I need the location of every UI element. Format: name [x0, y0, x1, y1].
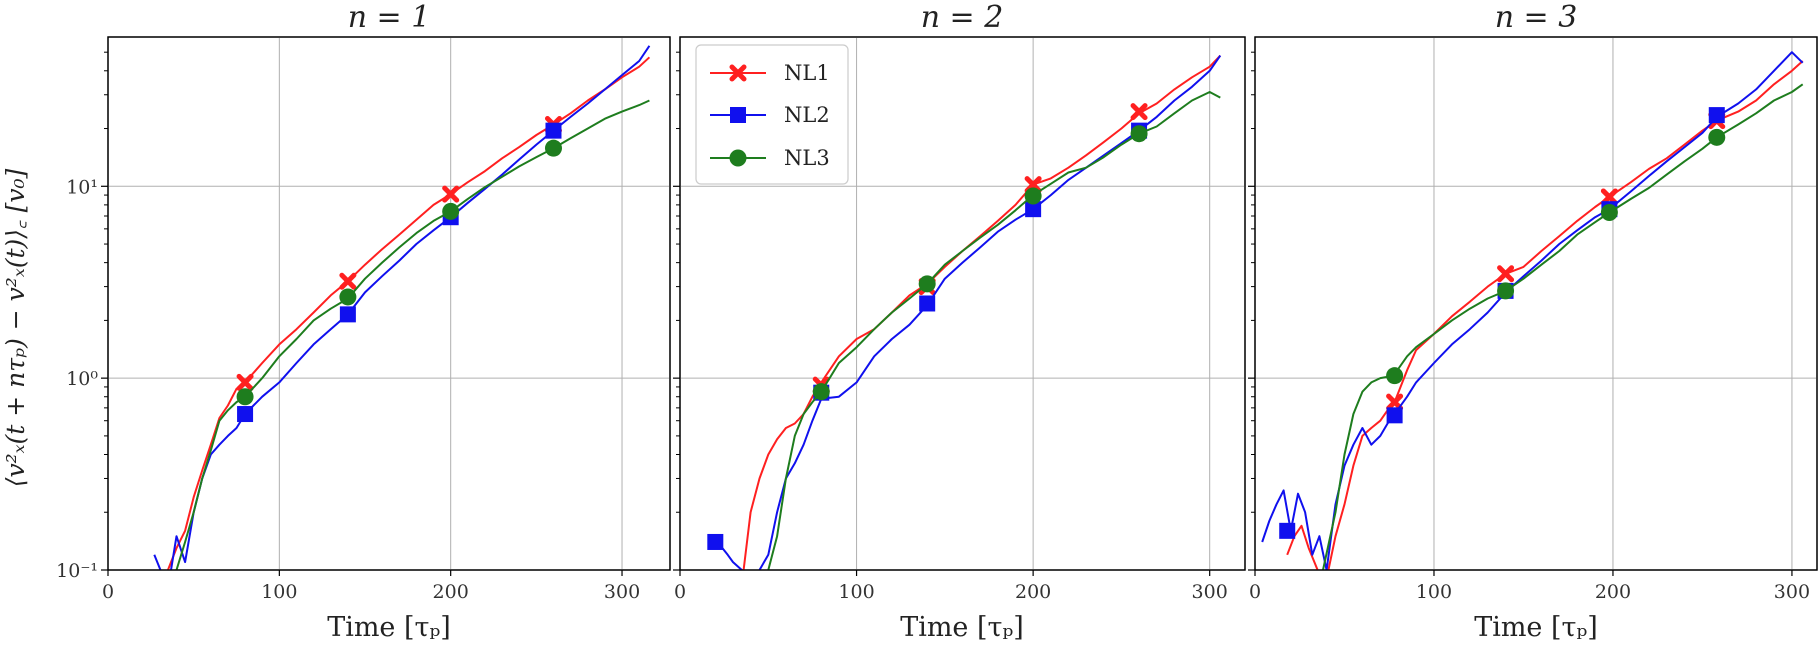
- panel-3-grid: [1255, 37, 1817, 570]
- panel-2-grid: [680, 37, 1245, 570]
- panel-3-series: [1261, 51, 1804, 570]
- panel-3-marker-nl3: [1708, 128, 1726, 146]
- legend-marker-nl3: [729, 149, 747, 167]
- panel-1-x-tick-label: 100: [261, 581, 297, 603]
- panel-2-marker-nl3: [812, 383, 830, 401]
- panel-1-marker-nl2: [237, 406, 254, 423]
- panel-3-plot-area: [1261, 51, 1804, 570]
- panel-2-ticks: 0 100 200 300: [673, 51, 1228, 603]
- panel-3-x-tick-label: 300: [1774, 581, 1810, 603]
- panel-n3: 0 100 200 300 n = 3 Time [τₚ]: [1248, 0, 1818, 643]
- panel-2-frame: [679, 36, 1246, 571]
- panel-2-x-tick-label: 200: [1015, 581, 1051, 603]
- panel-3-series-nl1-line: [1286, 60, 1804, 570]
- legend-label-nl3: NL3: [784, 146, 830, 170]
- panel-2-marker-nl3: [1024, 187, 1042, 205]
- panel-2-series-nl2-line: [714, 55, 1222, 570]
- panel-3-ticks: 0 100 200 300: [1248, 51, 1810, 603]
- legend-marker-nl1: [729, 64, 747, 82]
- panel-1-marker-nl1: [339, 272, 357, 290]
- legend: NL1 NL2 NL3: [695, 44, 849, 185]
- panel-3-marker-nl1: [1497, 265, 1515, 283]
- panel-1-marker-nl1: [236, 373, 254, 391]
- panel-1-marker-nl3: [544, 139, 562, 157]
- panel-1-marker-nl2: [545, 122, 562, 139]
- panel-3-marker-nl1: [1386, 393, 1404, 411]
- legend-label-nl2: NL2: [784, 103, 830, 127]
- panel-1-y-tick-label: 10⁻¹: [56, 560, 98, 582]
- panel-3-marker-nl3: [1386, 367, 1404, 385]
- panel-1-series-nl1-line: [166, 56, 651, 570]
- panel-2-series: [707, 54, 1222, 570]
- panel-2-x-tick-label: 100: [838, 581, 874, 603]
- panel-1-series: [153, 45, 651, 570]
- panel-1-x-tick-label: 0: [102, 581, 114, 603]
- panel-1-y-tick-label: 10¹: [66, 176, 98, 198]
- panel-2-marker-nl2: [707, 533, 724, 550]
- panel-1-y-tick-label: 10⁰: [66, 368, 98, 390]
- panel-1-marker-nl2: [339, 306, 356, 323]
- panel-3-series-nl2-line: [1261, 51, 1804, 570]
- panel-3-marker-nl2: [1279, 522, 1296, 539]
- panel-1-series-nl3-line: [175, 99, 650, 570]
- panel-3-frame: [1254, 36, 1818, 571]
- panel-1-marker-nl3: [442, 202, 460, 220]
- panel-1-x-tick-label: 300: [604, 581, 640, 603]
- panel-1-marker-nl1: [442, 185, 460, 203]
- panel-3-x-tick-label: 200: [1595, 581, 1631, 603]
- panel-3-marker-nl3: [1600, 204, 1618, 222]
- panel-1-marker-nl3: [236, 388, 254, 406]
- panel-3-x-tick-label: 0: [1249, 581, 1261, 603]
- panel-1-x-tick-label: 200: [433, 581, 469, 603]
- y-axis-label: ⟨v²ₓ(t + nτₚ) − v²ₓ(t)⟩꜀ [v₀]: [1, 168, 30, 487]
- panel-2-marker-nl3: [918, 275, 936, 293]
- panel-3-marker-nl1: [1600, 188, 1618, 206]
- panel-1-marker-nl3: [339, 288, 357, 306]
- panel-n1: 0 100 200 300 10⁻¹ 10⁰ 10¹ n = 1 Time [τₚ]: [56, 0, 671, 643]
- panel-3-marker-nl2: [1708, 107, 1725, 124]
- legend-marker-nl2: [730, 107, 746, 123]
- panel-1-x-axis-label: Time [τₚ]: [327, 612, 451, 643]
- panel-1-title: n = 1: [348, 0, 431, 35]
- panel-2-x-tick-label: 0: [674, 581, 686, 603]
- panel-2-plot-area: [707, 54, 1222, 570]
- panel-2-x-tick-label: 300: [1192, 581, 1228, 603]
- panel-3-marker-nl3: [1497, 282, 1515, 300]
- panel-3-x-axis-label: Time [τₚ]: [1474, 612, 1598, 643]
- panel-2-x-axis-label: Time [τₚ]: [900, 612, 1024, 643]
- panel-2-marker-nl2: [919, 295, 936, 312]
- panel-1-plot-area: [153, 45, 651, 570]
- panel-3-x-tick-label: 100: [1416, 581, 1452, 603]
- panel-2-marker-nl3: [1130, 125, 1148, 143]
- legend-item-nl2: NL2: [710, 103, 830, 127]
- legend-label-nl1: NL1: [784, 61, 830, 85]
- panel-3-marker-nl2: [1386, 407, 1403, 424]
- panel-2-title: n = 2: [921, 0, 1004, 35]
- panel-1-ticks: 0 100 200 300 10⁻¹ 10⁰ 10¹: [56, 51, 640, 603]
- panel-1-frame: [107, 36, 671, 571]
- panel-3-title: n = 3: [1495, 0, 1578, 35]
- panel-2-marker-nl2: [1025, 201, 1042, 218]
- legend-item-nl1: NL1: [710, 61, 830, 85]
- panel-1-grid: [108, 37, 670, 570]
- legend-item-nl3: NL3: [710, 146, 830, 170]
- panel-2-marker-nl1: [1130, 103, 1148, 121]
- panel-1-frame: [107, 36, 671, 571]
